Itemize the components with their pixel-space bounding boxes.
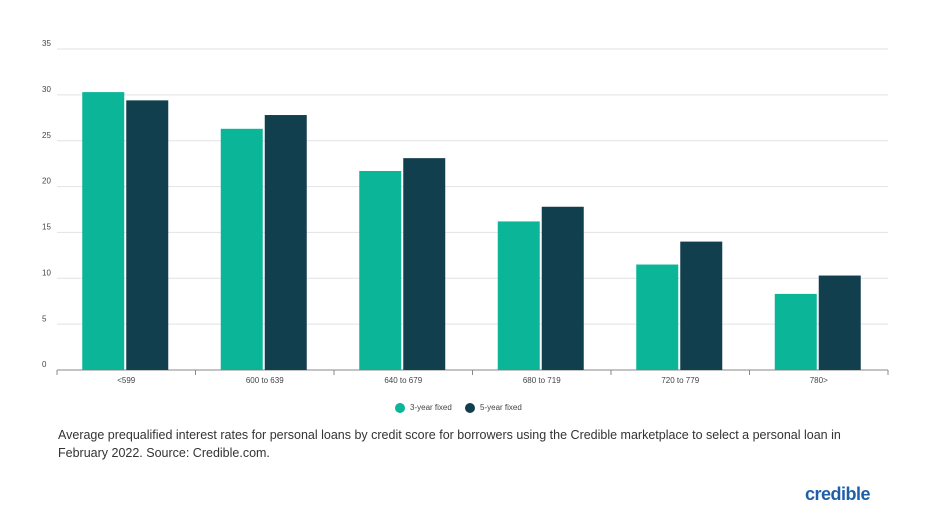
x-tick-label: 780> [810, 376, 828, 385]
y-tick-label: 30 [42, 85, 51, 94]
legend-label: 5-year fixed [480, 403, 522, 412]
legend-marker [465, 403, 475, 413]
x-tick-label: 720 to 779 [661, 376, 699, 385]
y-tick-label: 20 [42, 177, 51, 186]
x-tick-label: 680 to 719 [523, 376, 561, 385]
bar [636, 264, 679, 370]
bar [82, 92, 125, 370]
y-tick-label: 15 [42, 223, 51, 232]
bar [818, 275, 861, 370]
legend-label: 3-year fixed [410, 403, 452, 412]
logo: credible [804, 484, 871, 504]
x-tick-label: 600 to 639 [246, 376, 284, 385]
bar [264, 115, 307, 370]
caption: Average prequalified interest rates for … [58, 428, 841, 460]
bar [359, 170, 402, 370]
bar [126, 100, 169, 371]
x-tick-label: <599 [117, 376, 136, 385]
y-tick-label: 5 [42, 314, 47, 323]
bar [774, 293, 817, 370]
x-tick-label: 640 to 679 [384, 376, 422, 385]
bar [680, 241, 723, 370]
y-tick-label: 25 [42, 131, 51, 140]
chart: 0 5 10 15 20 25 30 35 <599 600 to 639 640 to 679 68… [42, 39, 889, 413]
bar [403, 158, 446, 370]
y-tick-label: 35 [42, 39, 51, 48]
bar [220, 128, 263, 370]
bar [497, 221, 540, 370]
bar [541, 206, 584, 370]
y-tick-label: 10 [42, 268, 51, 277]
y-tick-label: 0 [42, 360, 47, 369]
legend-marker [395, 403, 405, 413]
